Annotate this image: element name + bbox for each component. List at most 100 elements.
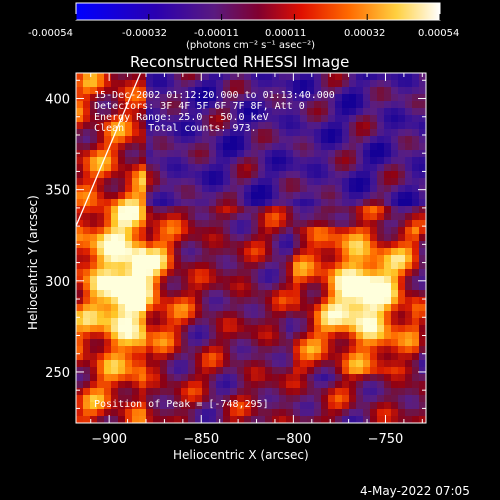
heatmap-cell [181,164,189,172]
heatmap-cell [349,213,357,221]
heatmap-cell [237,164,245,172]
heatmap-cell [384,248,392,256]
heatmap-cell [342,318,350,326]
heatmap-cell [391,199,399,207]
heatmap-cell [104,171,112,179]
heatmap-cell [209,318,217,326]
heatmap-cell [412,332,420,340]
heatmap-cell [216,80,224,88]
heatmap-cell [237,73,245,81]
heatmap-cell [321,269,329,277]
heatmap-cell [419,269,426,277]
heatmap-cell [356,143,364,151]
heatmap-cell [139,367,147,375]
heatmap-cell [216,213,224,221]
heatmap-cell [272,80,280,88]
heatmap-cell [230,395,238,403]
heatmap-cell [391,122,399,130]
heatmap-cell [342,101,350,109]
heatmap-cell [349,129,357,137]
heatmap-cell [356,150,364,158]
heatmap-cell [160,80,168,88]
heatmap-cell [209,122,217,130]
heatmap-cell [384,178,392,186]
heatmap-cell [265,269,273,277]
heatmap-cell [363,332,371,340]
heatmap-cell [412,339,420,347]
heatmap-cell [370,234,378,242]
heatmap-cell [328,297,336,305]
heatmap-cell [258,262,266,270]
heatmap-cell [265,304,273,312]
heatmap-cell [132,332,140,340]
heatmap-cell [160,227,168,235]
heatmap-cell [76,143,84,151]
heatmap-cell [412,185,420,193]
heatmap-cell [419,122,426,130]
heatmap-cell [118,290,126,298]
heatmap-cell [272,269,280,277]
heatmap-cell [195,101,203,109]
heatmap-cell [405,290,413,298]
heatmap-cell [405,73,413,81]
heatmap-cell [328,339,336,347]
heatmap-cell [419,395,426,403]
heatmap-cell [111,416,119,423]
heatmap-cell [125,416,133,423]
heatmap-cell [139,360,147,368]
heatmap-cell [188,374,196,382]
heatmap-cell [195,367,203,375]
heatmap-cell [97,339,105,347]
heatmap-cell [132,136,140,144]
heatmap-cell [139,143,147,151]
heatmap-cell [230,353,238,361]
heatmap-cell [342,290,350,298]
heatmap-cell [272,255,280,263]
heatmap-cell [356,80,364,88]
heatmap-cell [174,213,182,221]
heatmap-cell [286,325,294,333]
heatmap-cell [83,325,91,333]
heatmap-cell [349,157,357,165]
heatmap-cell [314,276,322,284]
heatmap-cell [251,129,259,137]
heatmap-cell [258,395,266,403]
heatmap-cell [335,157,343,165]
heatmap-cell [265,395,273,403]
heatmap-cell [132,346,140,354]
heatmap-cell [132,276,140,284]
heatmap-cell [244,87,252,95]
heatmap-cell [153,318,161,326]
heatmap-cell [90,115,98,123]
heatmap-cell [286,101,294,109]
heatmap-cell [76,409,84,417]
heatmap-cell [111,164,119,172]
heatmap-cell [76,395,84,403]
heatmap-cell [202,402,210,410]
heatmap-cell [412,360,420,368]
heatmap-cell [209,248,217,256]
heatmap-cell [160,129,168,137]
heatmap-cell [391,325,399,333]
heatmap-cell [90,276,98,284]
heatmap-cell [146,101,154,109]
heatmap-cell [370,402,378,410]
heatmap-cell [286,276,294,284]
heatmap-cell [125,199,133,207]
heatmap-cell [132,325,140,333]
heatmap-cell [230,339,238,347]
heatmap-cell [328,395,336,403]
heatmap-cell [419,94,426,102]
heatmap-cell [412,248,420,256]
heatmap-cell [384,290,392,298]
heatmap-cell [405,318,413,326]
heatmap-cell [286,416,294,423]
heatmap-cell [419,381,426,389]
heatmap-cell [104,297,112,305]
heatmap-cell [363,136,371,144]
heatmap-cell [377,332,385,340]
heatmap-cell [216,346,224,354]
heatmap-cell [314,402,322,410]
heatmap-cell [356,353,364,361]
heatmap-cell [377,122,385,130]
